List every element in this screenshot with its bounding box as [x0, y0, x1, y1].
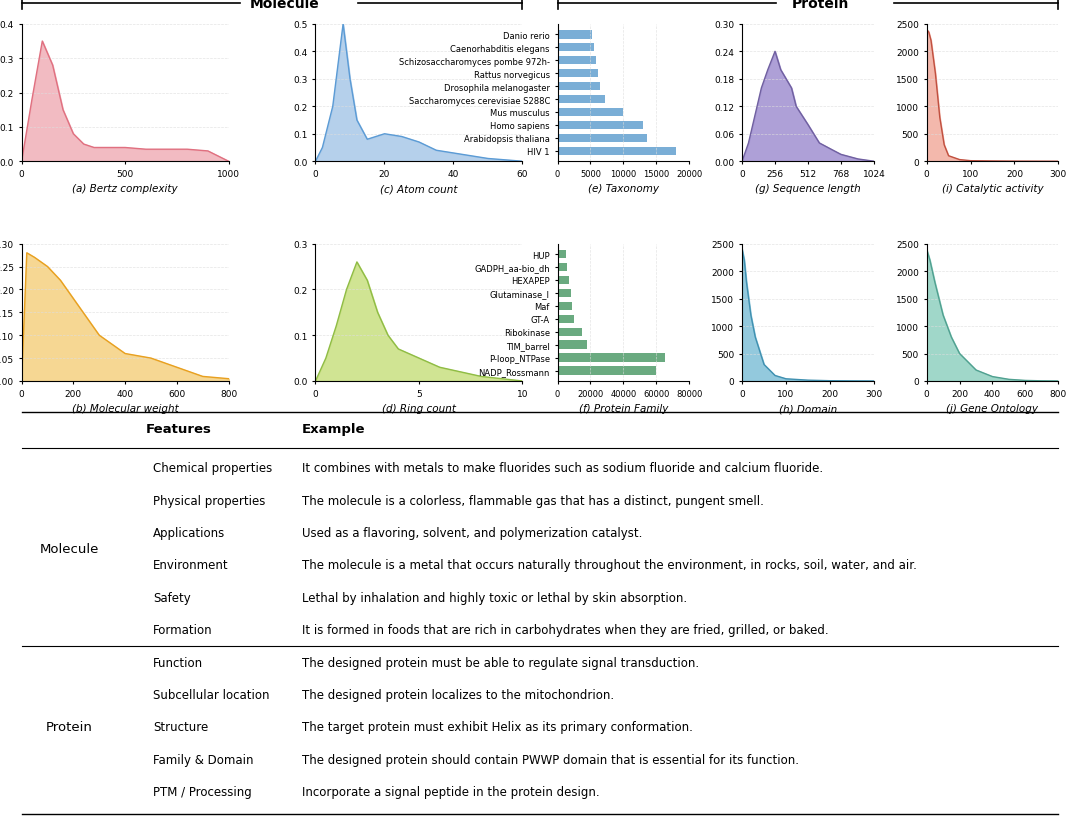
Bar: [557, 122, 644, 130]
Text: Protein: Protein: [45, 720, 93, 734]
Text: Protein: Protein: [793, 0, 850, 11]
Bar: [557, 70, 598, 79]
X-axis label: (f) Protein Family: (f) Protein Family: [579, 404, 669, 414]
X-axis label: (g) Sequence length: (g) Sequence length: [755, 184, 861, 195]
Bar: [557, 147, 676, 156]
Text: Chemical properties: Chemical properties: [153, 462, 272, 474]
Text: Features: Features: [146, 422, 212, 435]
Text: Molecule: Molecule: [40, 542, 99, 556]
Text: The designed protein must be able to regulate signal transduction.: The designed protein must be able to reg…: [301, 656, 699, 669]
Text: Environment: Environment: [153, 559, 229, 572]
Text: Molecule: Molecule: [251, 0, 320, 11]
X-axis label: (b) Molecular weight: (b) Molecular weight: [71, 404, 178, 414]
Text: The molecule is a metal that occurs naturally throughout the environment, in roc: The molecule is a metal that occurs natu…: [301, 559, 917, 572]
Text: PTM / Processing: PTM / Processing: [153, 785, 252, 798]
Bar: [557, 251, 566, 259]
Text: Lethal by inhalation and highly toxic or lethal by skin absorption.: Lethal by inhalation and highly toxic or…: [301, 591, 687, 604]
Text: Physical properties: Physical properties: [153, 494, 266, 507]
Text: Function: Function: [153, 656, 203, 669]
Bar: [557, 277, 569, 285]
Text: Subcellular location: Subcellular location: [153, 688, 270, 701]
Bar: [557, 31, 592, 40]
Bar: [557, 289, 570, 298]
Bar: [557, 83, 600, 91]
X-axis label: (j) Gene Ontology: (j) Gene Ontology: [946, 404, 1039, 414]
X-axis label: (e) Taxonomy: (e) Taxonomy: [588, 184, 659, 195]
Bar: [557, 57, 596, 65]
Bar: [557, 108, 623, 117]
X-axis label: (i) Catalytic activity: (i) Catalytic activity: [942, 184, 1043, 195]
Text: Formation: Formation: [153, 623, 213, 637]
X-axis label: (d) Ring count: (d) Ring count: [382, 404, 456, 414]
Bar: [557, 44, 594, 52]
X-axis label: (h) Domain: (h) Domain: [779, 404, 837, 414]
Bar: [557, 341, 588, 349]
Text: Structure: Structure: [153, 720, 208, 734]
Text: It is formed in foods that are rich in carbohydrates when they are fried, grille: It is formed in foods that are rich in c…: [301, 623, 828, 637]
Bar: [557, 263, 567, 272]
Text: The designed protein localizes to the mitochondrion.: The designed protein localizes to the mi…: [301, 688, 613, 701]
Text: Applications: Applications: [153, 527, 226, 539]
Bar: [557, 328, 582, 336]
Bar: [557, 96, 605, 104]
Text: Safety: Safety: [153, 591, 191, 604]
X-axis label: (a) Bertz complexity: (a) Bertz complexity: [72, 184, 178, 195]
Text: Family & Domain: Family & Domain: [153, 753, 254, 766]
Text: Example: Example: [301, 422, 365, 435]
Text: Incorporate a signal peptide in the protein design.: Incorporate a signal peptide in the prot…: [301, 785, 599, 798]
Text: Used as a flavoring, solvent, and polymerization catalyst.: Used as a flavoring, solvent, and polyme…: [301, 527, 642, 539]
Bar: [557, 302, 572, 310]
Bar: [557, 354, 664, 363]
Text: The molecule is a colorless, flammable gas that has a distinct, pungent smell.: The molecule is a colorless, flammable g…: [301, 494, 764, 507]
X-axis label: (c) Atom count: (c) Atom count: [380, 184, 458, 195]
Text: It combines with metals to make fluorides such as sodium fluoride and calcium fl: It combines with metals to make fluoride…: [301, 462, 823, 474]
Bar: [557, 134, 647, 143]
Text: The target protein must exhibit Helix as its primary conformation.: The target protein must exhibit Helix as…: [301, 720, 692, 734]
Text: The designed protein should contain PWWP domain that is essential for its functi: The designed protein should contain PWWP…: [301, 753, 798, 766]
Bar: [557, 315, 573, 324]
Bar: [557, 367, 657, 375]
